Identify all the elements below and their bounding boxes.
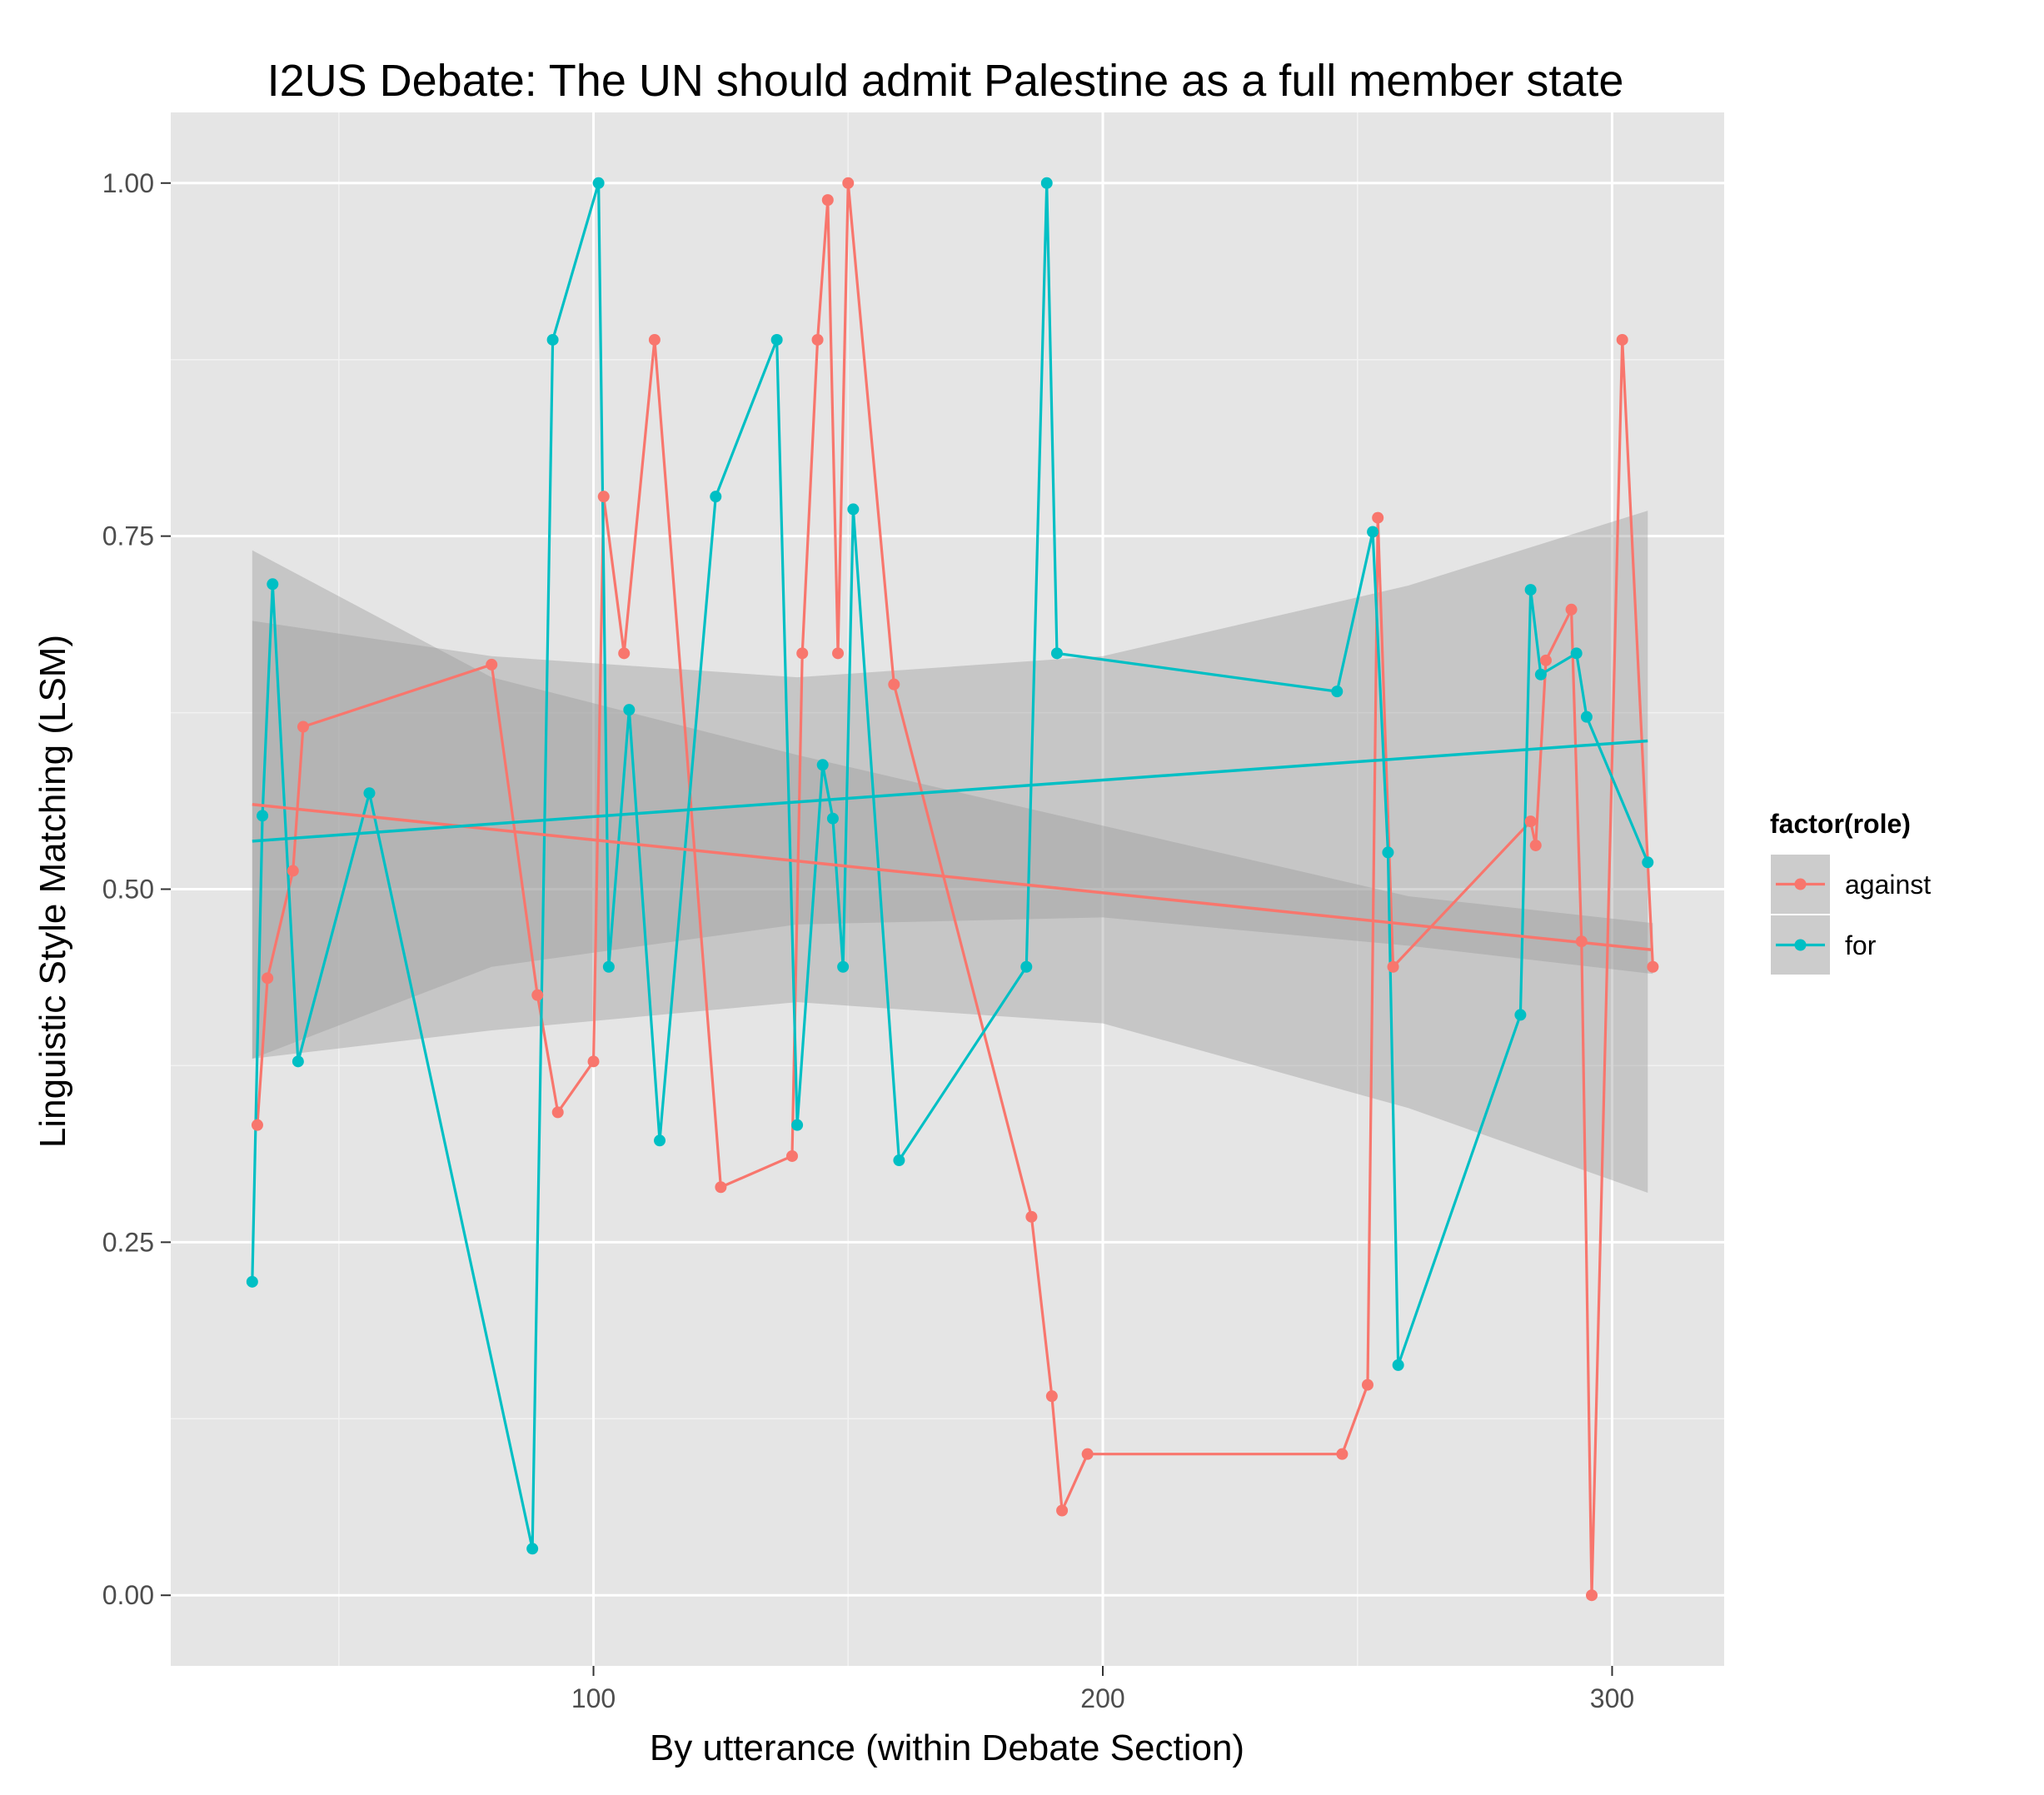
data-point-against (287, 865, 299, 877)
data-point-for (826, 812, 839, 825)
data-point-against (297, 720, 309, 733)
data-point-against (251, 1119, 263, 1131)
data-point-for (257, 810, 269, 822)
data-point-for (246, 1275, 258, 1288)
data-point-for (546, 333, 559, 346)
data-point-against (796, 647, 809, 660)
data-point-against (551, 1106, 564, 1119)
data-point-against (1647, 960, 1659, 973)
trend-line-for (252, 739, 1648, 843)
data-point-against (262, 972, 274, 985)
x-tick-label: 200 (1080, 1683, 1124, 1713)
data-point-for (770, 333, 783, 346)
data-point-against (618, 647, 631, 660)
confidence-band-against (252, 550, 1653, 1059)
data-point-against (842, 177, 855, 189)
data-point-for (1020, 960, 1033, 973)
legend-key-point-against (1794, 878, 1807, 890)
data-point-for (267, 578, 279, 591)
data-point-for (1580, 711, 1593, 723)
data-point-for (1534, 668, 1547, 681)
data-point-for (1367, 526, 1379, 538)
data-point-against (597, 491, 610, 503)
y-axis-ticks: 0.00 0.25 0.50 0.75 1.00 (102, 168, 171, 1610)
data-point-against (587, 1055, 600, 1068)
data-point-against (715, 1181, 727, 1194)
data-point-against (1336, 1448, 1349, 1460)
data-point-against (832, 647, 845, 660)
y-tick-label: 0.75 (102, 521, 154, 551)
data-point-against (1524, 815, 1537, 828)
data-point-against (1045, 1390, 1058, 1403)
data-point-against (1529, 839, 1542, 851)
trend-lines (252, 739, 1653, 952)
data-point-for (1514, 1009, 1527, 1021)
data-point-for (816, 759, 829, 771)
y-tick-label: 0.00 (102, 1580, 154, 1610)
data-point-against (1372, 511, 1384, 524)
data-point-against (1025, 1210, 1038, 1223)
data-point-against (1565, 603, 1578, 616)
data-point-against (888, 678, 900, 691)
legend-label-against: against (1845, 870, 1931, 900)
data-point-against (1081, 1448, 1094, 1460)
data-point-for (602, 960, 615, 973)
y-tick-label: 0.25 (102, 1227, 154, 1257)
data-point-against (786, 1149, 798, 1162)
data-point-for (1570, 647, 1583, 660)
data-point-against (1539, 654, 1552, 666)
y-tick-label: 1.00 (102, 168, 154, 198)
data-point-for (893, 1154, 905, 1167)
data-point-against (821, 194, 834, 207)
data-point-against (1586, 1589, 1598, 1602)
x-axis-ticks: 100 200 300 (571, 1666, 1634, 1713)
legend-key-point-for (1794, 939, 1807, 951)
data-point-for (1392, 1359, 1404, 1371)
data-point-for (526, 1543, 539, 1555)
data-point-for (292, 1055, 304, 1068)
chart-title: I2US Debate: The UN should admit Palesti… (267, 56, 1624, 106)
data-point-for (1382, 846, 1394, 859)
series-line-for (251, 182, 1649, 1550)
trend-line-against (252, 803, 1653, 952)
data-point-against (486, 658, 498, 671)
data-point-against (1361, 1379, 1373, 1391)
data-point-against (1056, 1504, 1069, 1517)
legend-title: factor(role) (1770, 809, 1911, 839)
legend-label-for: for (1845, 930, 1877, 960)
data-points (246, 177, 1659, 1602)
x-tick-label: 300 (1590, 1683, 1634, 1713)
legend: factor(role) against for (1769, 809, 1931, 976)
data-point-against (1575, 935, 1588, 948)
data-point-against (531, 989, 544, 1001)
data-point-against (1616, 333, 1628, 346)
data-point-for (1040, 177, 1053, 189)
data-point-for (847, 503, 860, 516)
major-gridlines (171, 112, 1724, 1666)
data-point-for (654, 1134, 666, 1147)
data-point-for (592, 177, 605, 189)
data-point-for (791, 1119, 804, 1131)
y-axis-title: Linguistic Style Matching (LSM) (32, 635, 73, 1148)
data-point-for (1642, 856, 1654, 869)
data-point-for (837, 960, 850, 973)
data-point-for (1524, 584, 1537, 596)
data-point-for (623, 704, 636, 716)
data-point-against (811, 333, 824, 346)
data-point-against (1387, 960, 1399, 973)
data-point-for (710, 491, 722, 503)
x-axis-title: By utterance (within Debate Section) (650, 1728, 1244, 1768)
legend-items: against for (1769, 853, 1931, 976)
y-tick-label: 0.50 (102, 875, 154, 905)
data-point-for (1331, 686, 1344, 698)
data-point-against (648, 333, 661, 346)
data-point-for (363, 787, 376, 800)
data-point-for (1050, 647, 1063, 660)
x-tick-label: 100 (571, 1683, 616, 1713)
